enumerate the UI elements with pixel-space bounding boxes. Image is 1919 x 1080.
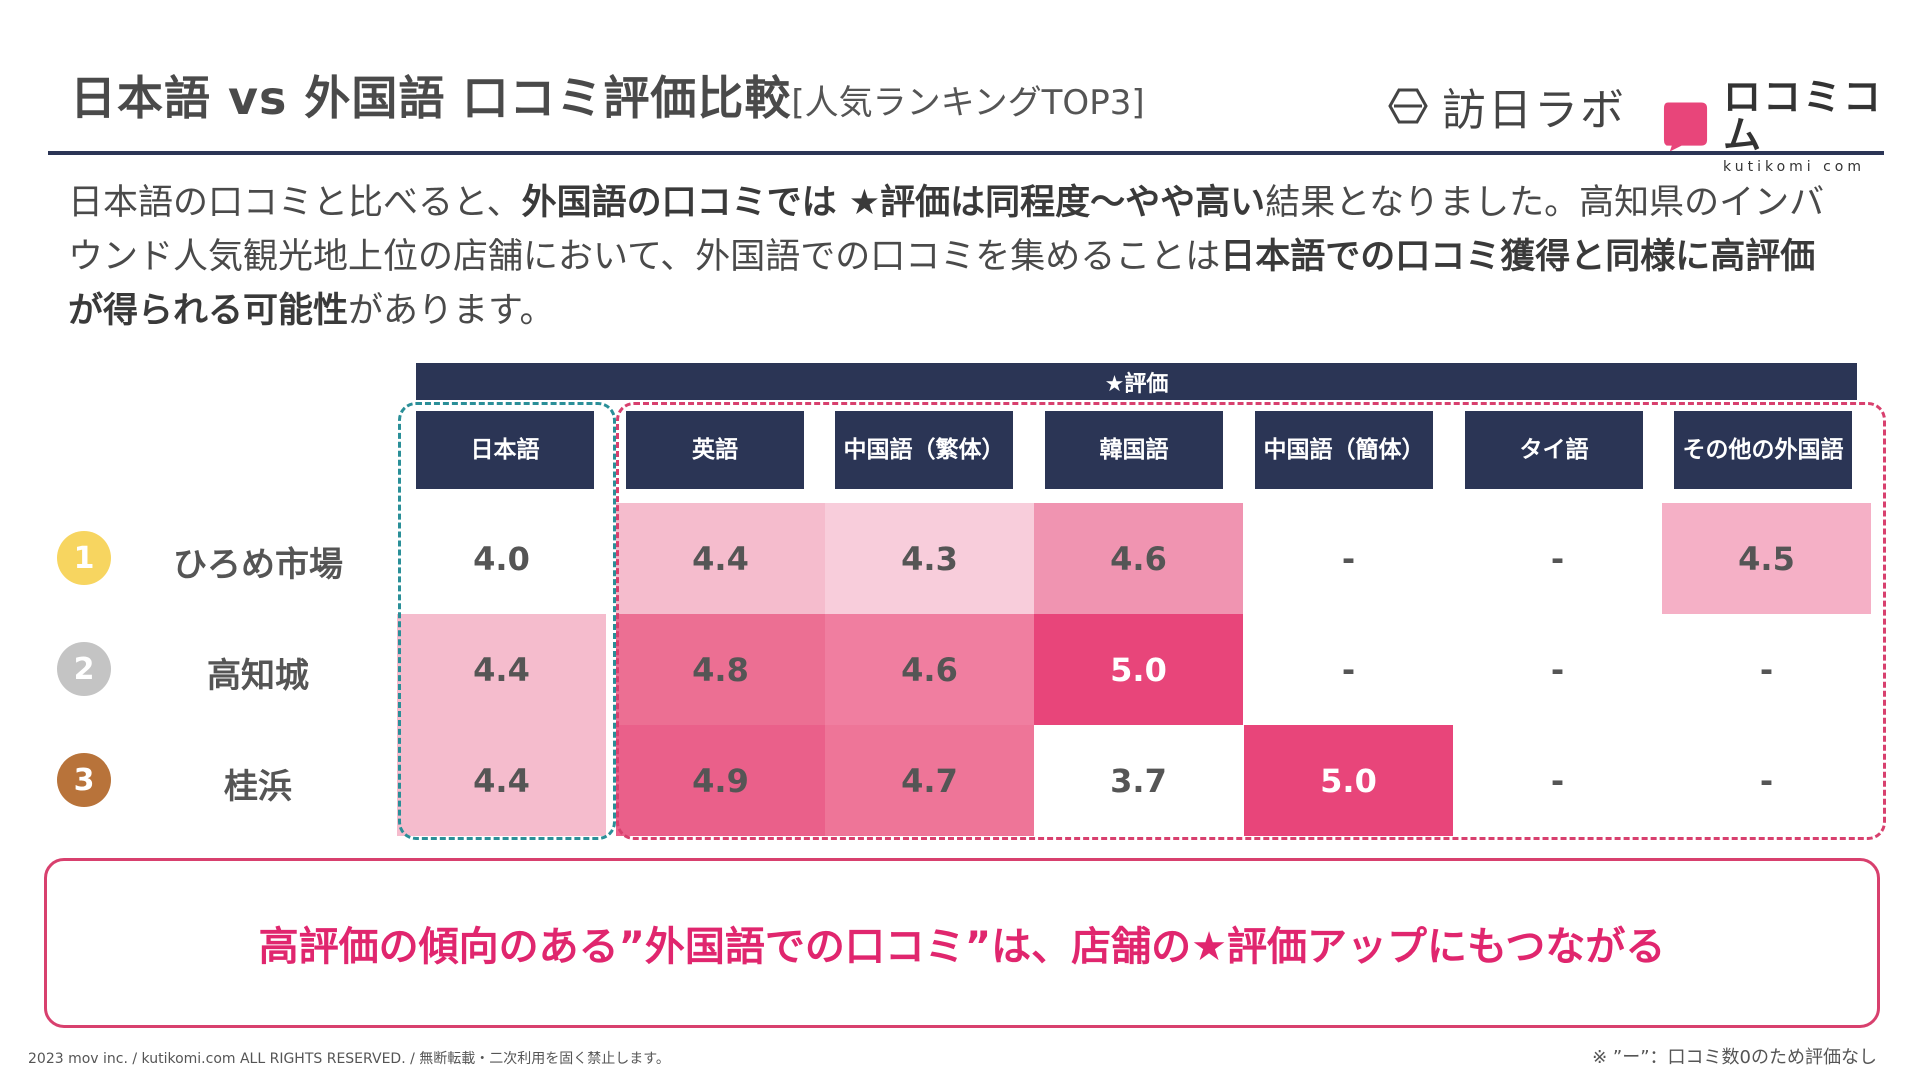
column-header: 日本語	[416, 411, 594, 489]
houjin-lab-logo-text: 訪日ラボ	[1442, 85, 1626, 136]
kutikomi-logo-text: ロコミコム	[1723, 75, 1884, 157]
houjin-lab-logo: 訪日ラボ	[1386, 80, 1626, 136]
column-header-line1: 韓国語	[1099, 437, 1169, 463]
rating-cell: -	[1453, 614, 1662, 725]
kutikomi-mark-icon	[1663, 102, 1708, 152]
rating-cell: 4.7	[825, 725, 1034, 836]
page-title-main: 日本語 vs 外国語 口コミ評価比較	[70, 71, 792, 125]
rating-cell: 3.7	[1034, 725, 1243, 836]
column-header-line2: （繁体）	[912, 437, 1005, 463]
rating-cell: 5.0	[1034, 614, 1243, 725]
conclusion-box: 高評価の傾向のある”外国語での口コミ”は、店舗の★評価アップにもつながる	[44, 858, 1880, 1028]
intro-bold-2: 日本語での口コミ獲得と同様に高評価が得られる可能性	[68, 237, 1816, 331]
kutikomi-logo: ロコミコム kutikomi com	[1662, 78, 1919, 174]
rating-cell: 4.9	[616, 725, 825, 836]
column-header: その他の 外国語	[1674, 411, 1852, 489]
intro-text-1: 日本語の口コミと比べると、	[68, 183, 522, 223]
column-header-line2: （簡体）	[1332, 437, 1425, 463]
intro-text-2: 結果となりました。高知県のインバウンド人気観光地上位の店舗において、外国語での口…	[68, 183, 1825, 277]
rating-cell: 4.4	[616, 503, 825, 614]
column-header-line1: その他の	[1682, 437, 1775, 463]
page-title: 日本語 vs 外国語 口コミ評価比較[人気ランキングTOP3]	[70, 62, 1145, 128]
column-header-line1: 中国語	[843, 437, 913, 463]
column-header: 中国語 （繁体）	[835, 411, 1013, 489]
column-header-line1: 日本語	[470, 437, 540, 463]
rating-cell: -	[1244, 614, 1453, 725]
houjin-lab-mark-icon	[1388, 88, 1428, 124]
rating-cell: 4.4	[397, 725, 606, 836]
rank-badge: 2	[57, 642, 111, 696]
column-header-line1: タイ語	[1519, 437, 1589, 463]
rating-cell: 5.0	[1244, 725, 1453, 836]
intro-bold-1: 外国語の口コミでは ★評価は同程度〜やや高い	[521, 183, 1266, 223]
page-title-sub: [人気ランキングTOP3]	[791, 83, 1145, 123]
footnote: ※ ”ー”：口コミ数0のため評価なし	[1592, 1047, 1877, 1068]
column-header: 韓国語	[1045, 411, 1223, 489]
rating-cell: 4.4	[397, 614, 606, 725]
rating-cell: -	[1662, 614, 1871, 725]
column-header: 中国語 （簡体）	[1255, 411, 1433, 489]
column-header-line1: 中国語	[1263, 437, 1333, 463]
store-name: ひろめ市場	[173, 545, 343, 585]
column-header: 英語	[626, 411, 804, 489]
rating-cell: 4.0	[397, 503, 606, 614]
rating-cell: -	[1453, 725, 1662, 836]
conclusion-text: 高評価の傾向のある”外国語での口コミ”は、店舗の★評価アップにもつながる	[258, 924, 1666, 970]
rating-cell: -	[1662, 725, 1871, 836]
rating-header-band: ★評価	[416, 363, 1857, 400]
intro-paragraph: 日本語の口コミと比べると、外国語の口コミでは ★評価は同程度〜やや高い結果となり…	[68, 176, 1848, 338]
header-divider	[48, 151, 1884, 155]
store-name: 桂浜	[224, 767, 292, 807]
rating-cell: 4.6	[825, 614, 1034, 725]
foreign-columns-highlight	[616, 402, 1886, 840]
rating-cell: 4.6	[1034, 503, 1243, 614]
rank-badge: 1	[57, 531, 111, 585]
column-header: タイ語	[1465, 411, 1643, 489]
store-name: 高知城	[207, 656, 309, 696]
rating-cell: 4.5	[1662, 503, 1871, 614]
japanese-column-highlight	[398, 402, 616, 840]
rating-cell: -	[1453, 503, 1662, 614]
intro-text-3: があります。	[348, 291, 555, 331]
copyright-footer: 2023 mov inc. / kutikomi.com ALL RIGHTS …	[28, 1051, 670, 1067]
rating-cell: -	[1244, 503, 1453, 614]
rank-badge: 3	[57, 753, 111, 807]
rating-cell: 4.3	[825, 503, 1034, 614]
column-header-line2: 外国語	[1774, 437, 1844, 463]
rating-cell: 4.8	[616, 614, 825, 725]
column-header-line1: 英語	[692, 437, 738, 463]
kutikomi-logo-subtext: kutikomi com	[1723, 159, 1866, 175]
